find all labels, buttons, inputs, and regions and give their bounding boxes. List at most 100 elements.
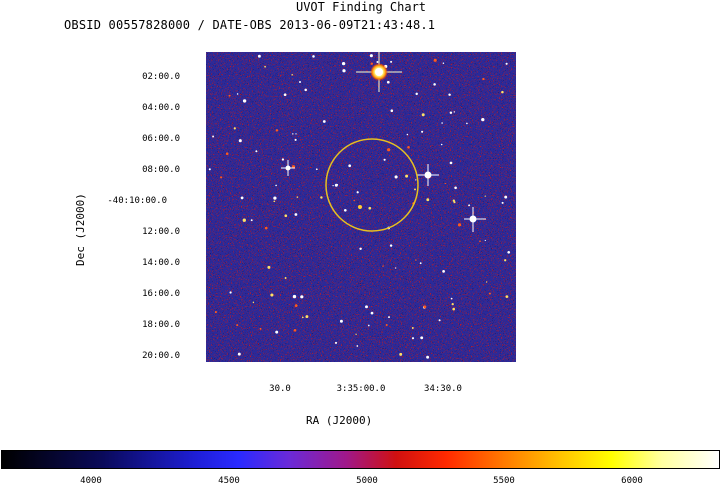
faint-star [382,265,384,267]
faint-star [257,54,261,58]
faint-star [229,291,232,294]
source-region-circle [325,138,419,232]
faint-star [368,206,372,210]
faint-star [312,55,315,58]
faint-star [237,352,241,356]
bright-star [356,52,402,92]
dec-tick-label: 12:00.0 [142,227,180,237]
faint-star [259,327,262,330]
faint-star [291,74,293,76]
faint-star [440,143,443,146]
dec-tick-label: 20:00.0 [142,351,180,361]
faint-star [433,83,436,86]
faint-star [441,122,443,124]
chart-title: UVOT Finding Chart [295,0,427,14]
faint-star [438,319,441,322]
faint-star [468,204,471,207]
faint-star [293,328,297,332]
faint-star [275,184,277,187]
faint-star [501,201,504,204]
dec-tick-label: 14:00.0 [142,258,180,268]
colorbar-tick-label: 6000 [621,476,643,486]
faint-star [273,196,277,200]
faint-star [275,330,279,334]
faint-star [342,69,346,73]
faint-star [388,316,390,319]
faint-star [450,297,453,300]
faint-star [389,244,393,247]
faint-star [359,247,362,251]
faint-star [356,191,359,194]
faint-star [270,293,274,297]
faint-star [305,315,309,319]
faint-star [304,88,307,92]
faint-star [275,129,279,132]
faint-star [355,333,357,335]
ra-tick-label: 3:35:00.0 [336,384,386,394]
faint-star [421,130,424,133]
faint-star [343,208,347,212]
faint-star [390,60,393,63]
faint-star [320,196,323,199]
faint-star [301,316,304,319]
faint-star [334,341,338,344]
faint-star [242,218,246,222]
faint-star [504,195,508,199]
faint-star [353,199,355,202]
faint-star [484,239,486,242]
faint-star [238,139,242,143]
faint-star [488,292,491,295]
faint-star [208,168,211,171]
faint-star [252,301,255,304]
x-axis-label: RA (J2000) [306,414,373,427]
faint-star [336,184,339,186]
bright-star [464,207,486,232]
faint-star [315,168,318,171]
faint-star [292,133,294,135]
dec-tick-label: 18:00.0 [142,320,180,330]
faint-star [339,319,343,323]
faint-star [433,58,437,62]
faint-star [387,148,391,152]
faint-star [415,259,417,261]
faint-star [448,93,451,96]
ra-tick-label: 30.0 [269,384,291,394]
faint-star [423,305,427,309]
faint-star [406,133,409,136]
colorbar-tick-label: 5500 [493,476,515,486]
faint-star [332,184,334,187]
faint-star [376,61,379,63]
faint-star [507,250,511,254]
faint-star [415,92,418,96]
faint-star [442,62,445,65]
faint-star [405,174,409,178]
faint-star [453,201,456,204]
colorbar-tick-label: 5000 [356,476,378,486]
faint-star [383,158,386,161]
faint-star [411,337,415,340]
faint-star [444,182,446,185]
faint-star [415,179,417,181]
dec-tick-label: 16:00.0 [142,289,180,299]
faint-star [264,65,266,68]
faint-star [385,323,388,327]
faint-star [283,93,287,97]
faint-star [394,175,398,179]
dec-tick-label: 06:00.0 [142,134,180,144]
faint-star [449,161,453,165]
faint-star [214,311,217,314]
dec-tick-label: 08:00.0 [142,165,180,175]
faint-star [484,195,486,197]
faint-star [322,120,326,123]
faint-star [454,186,457,190]
faint-star [411,327,414,329]
faint-star [426,355,430,359]
dec-tick-label: -40:10:00.0 [107,196,167,206]
faint-star [284,277,287,279]
bright-star [281,160,295,176]
faint-star [267,265,271,269]
faint-star [451,303,454,306]
star-field [208,54,511,359]
faint-star [356,345,359,347]
faint-star [457,223,462,227]
